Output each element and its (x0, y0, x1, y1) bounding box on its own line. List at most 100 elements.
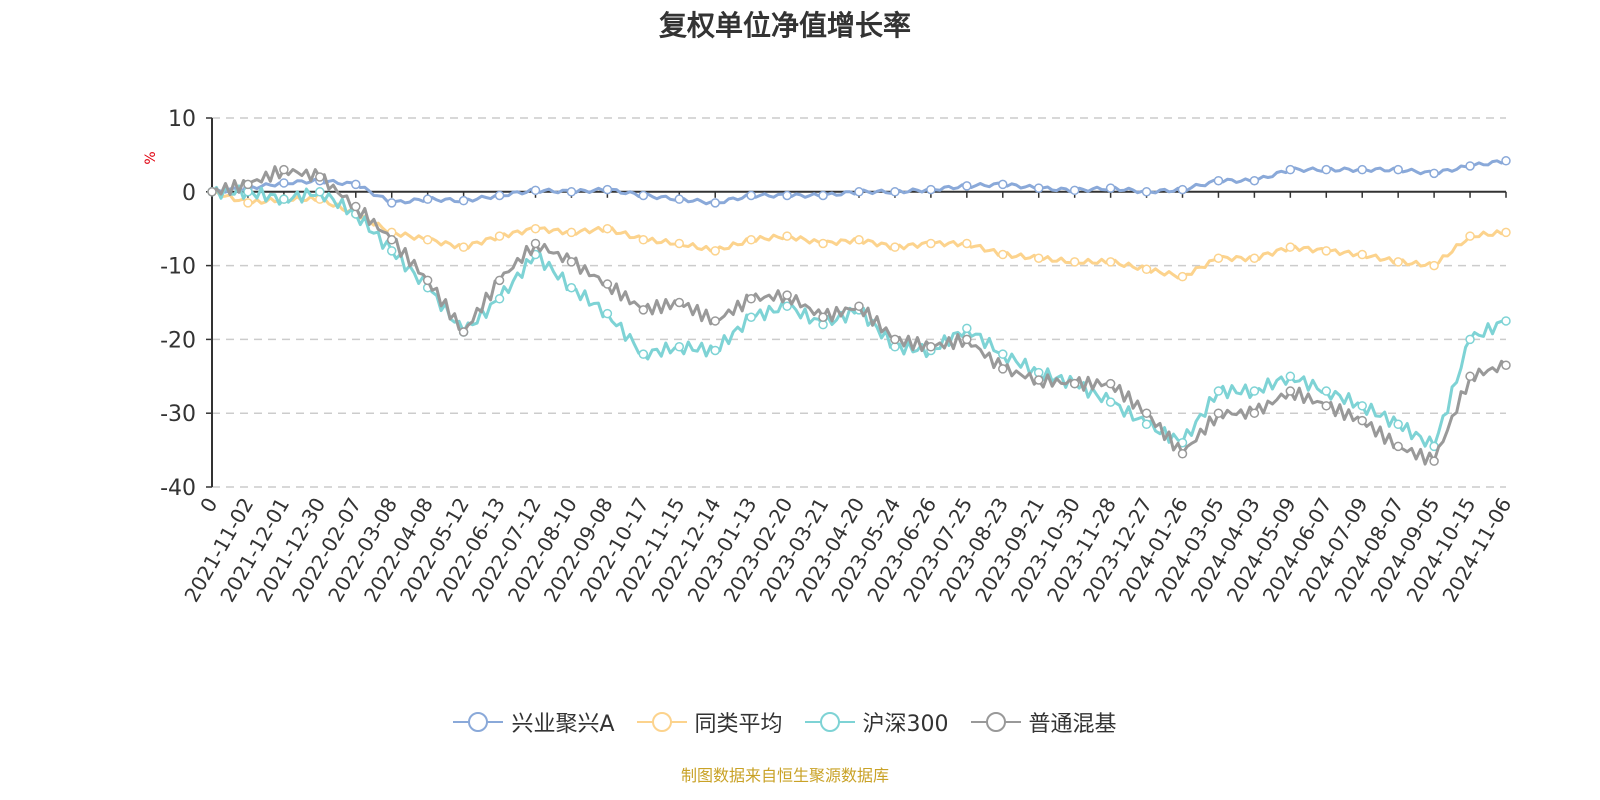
data-point[interactable] (566, 227, 577, 238)
data-point[interactable] (818, 190, 828, 201)
data-point[interactable] (1285, 242, 1296, 252)
data-point[interactable] (566, 257, 577, 267)
data-point[interactable] (962, 334, 972, 345)
data-point[interactable] (243, 179, 253, 190)
data-point[interactable] (1105, 397, 1116, 407)
data-point[interactable] (710, 345, 720, 356)
data-point[interactable] (279, 194, 289, 204)
data-point[interactable] (315, 172, 325, 182)
data-point[interactable] (1357, 249, 1367, 260)
data-point[interactable] (1105, 378, 1116, 389)
data-point[interactable] (638, 190, 649, 201)
data-point[interactable] (1357, 164, 1367, 175)
data-point[interactable] (638, 305, 649, 315)
data-point[interactable] (1285, 164, 1296, 175)
data-point[interactable] (1285, 371, 1296, 382)
data-point[interactable] (1249, 386, 1260, 396)
data-point[interactable] (1033, 183, 1044, 193)
data-point[interactable] (530, 223, 541, 234)
data-point[interactable] (854, 301, 864, 311)
data-point[interactable] (746, 190, 756, 201)
data-point[interactable] (674, 297, 685, 308)
data-point[interactable] (458, 327, 469, 337)
data-point[interactable] (1429, 260, 1439, 271)
data-point[interactable] (1033, 253, 1044, 263)
legend-item[interactable]: 同类平均 (636, 706, 783, 738)
data-point[interactable] (890, 334, 900, 345)
data-point[interactable] (1429, 456, 1439, 466)
data-point[interactable] (207, 187, 217, 197)
data-point[interactable] (998, 179, 1008, 190)
data-point[interactable] (422, 235, 433, 245)
data-point[interactable] (243, 198, 253, 208)
data-point[interactable] (458, 195, 469, 206)
data-point[interactable] (1033, 375, 1044, 385)
data-point[interactable] (854, 235, 864, 245)
data-point[interactable] (1465, 334, 1475, 345)
data-point[interactable] (602, 184, 613, 195)
data-point[interactable] (1501, 316, 1511, 326)
data-point[interactable] (386, 198, 397, 208)
data-point[interactable] (746, 235, 756, 245)
data-point[interactable] (638, 349, 649, 359)
data-point[interactable] (890, 242, 900, 252)
data-point[interactable] (962, 323, 972, 334)
data-point[interactable] (530, 185, 541, 196)
data-point[interactable] (926, 342, 936, 352)
data-point[interactable] (782, 190, 792, 201)
data-point[interactable] (1141, 187, 1152, 197)
data-point[interactable] (962, 181, 972, 191)
data-point[interactable] (998, 364, 1008, 374)
data-point[interactable] (386, 246, 397, 256)
data-point[interactable] (602, 308, 613, 319)
data-point[interactable] (782, 290, 792, 300)
data-point[interactable] (1357, 401, 1367, 411)
data-point[interactable] (279, 164, 289, 175)
data-point[interactable] (530, 238, 541, 249)
legend-item[interactable]: 普通混基 (970, 706, 1117, 738)
data-point[interactable] (818, 312, 828, 323)
data-point[interactable] (1465, 371, 1475, 382)
data-point[interactable] (1429, 168, 1439, 179)
legend-item[interactable]: 兴业聚兴A (453, 706, 615, 738)
data-point[interactable] (422, 275, 433, 286)
data-point[interactable] (1249, 408, 1260, 418)
data-point[interactable] (674, 194, 685, 204)
data-point[interactable] (1213, 408, 1224, 418)
data-point[interactable] (1501, 360, 1511, 370)
data-point[interactable] (1501, 227, 1511, 238)
data-point[interactable] (782, 231, 792, 241)
data-point[interactable] (890, 187, 900, 197)
data-point[interactable] (1105, 257, 1116, 267)
data-point[interactable] (1069, 257, 1080, 267)
data-point[interactable] (1357, 415, 1367, 426)
data-point[interactable] (710, 246, 720, 256)
data-point[interactable] (1213, 253, 1224, 263)
data-point[interactable] (315, 187, 325, 197)
data-point[interactable] (998, 349, 1008, 359)
data-point[interactable] (674, 342, 685, 352)
data-point[interactable] (422, 194, 433, 204)
data-point[interactable] (494, 275, 505, 286)
data-point[interactable] (494, 231, 505, 241)
data-point[interactable] (351, 201, 361, 212)
data-point[interactable] (998, 249, 1008, 260)
data-point[interactable] (962, 238, 972, 249)
data-point[interactable] (1393, 419, 1403, 430)
data-point[interactable] (602, 223, 613, 234)
data-point[interactable] (1249, 253, 1260, 263)
data-point[interactable] (386, 235, 397, 245)
data-point[interactable] (1321, 401, 1332, 411)
data-point[interactable] (1393, 257, 1403, 267)
data-point[interactable] (782, 301, 792, 311)
data-point[interactable] (1141, 419, 1152, 430)
data-point[interactable] (1249, 175, 1260, 186)
data-point[interactable] (854, 187, 864, 197)
data-point[interactable] (351, 179, 361, 190)
data-point[interactable] (1069, 378, 1080, 389)
data-point[interactable] (279, 178, 289, 188)
data-point[interactable] (458, 242, 469, 252)
data-point[interactable] (602, 279, 613, 289)
data-point[interactable] (1465, 161, 1475, 171)
data-point[interactable] (1321, 246, 1332, 256)
